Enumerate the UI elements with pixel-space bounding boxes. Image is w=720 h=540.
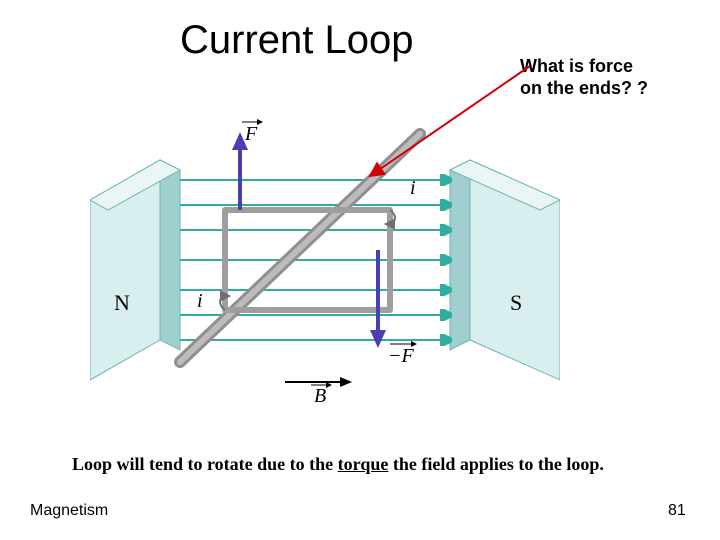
- caption-prefix: Loop will tend to rotate due to the: [72, 454, 338, 474]
- north-pole-block: [90, 160, 180, 380]
- footer-topic: Magnetism: [30, 502, 108, 520]
- label-S: S: [510, 290, 522, 315]
- slide-title: Current Loop: [180, 18, 413, 63]
- south-pole-block: [450, 160, 560, 380]
- force-question-annotation: What is force on the ends? ?: [520, 56, 648, 99]
- caption-underlined: torque: [338, 454, 389, 474]
- caption-text: Loop will tend to rotate due to the torq…: [72, 454, 604, 475]
- label-i-left: i: [197, 290, 203, 312]
- label-negF: −F: [388, 345, 414, 367]
- loop-axle: [180, 134, 420, 362]
- caption-suffix: the field applies to the loop.: [388, 454, 604, 474]
- force-question-line2: on the ends? ?: [520, 78, 648, 98]
- label-N: N: [114, 290, 130, 315]
- label-B: B: [314, 385, 326, 407]
- label-i-right: i: [410, 177, 416, 199]
- force-question-line1: What is force: [520, 56, 633, 76]
- footer-page-number: 81: [668, 502, 686, 520]
- force-arrow-down: [370, 250, 386, 348]
- current-loop-figure: F −F B i i N S: [90, 110, 560, 410]
- label-F: F: [244, 123, 258, 145]
- current-loop-svg: F −F B i i N S: [90, 110, 560, 410]
